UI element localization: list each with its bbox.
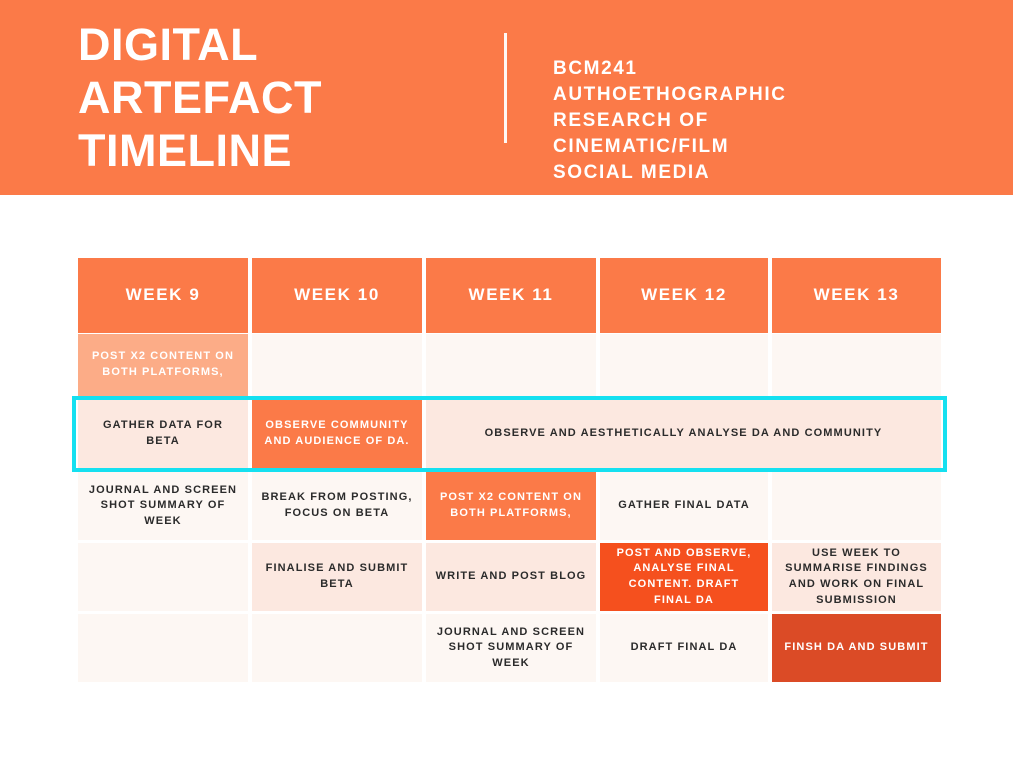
subtitle-line-2: Authoethographic [553, 84, 787, 106]
empty-cell-r5-week-10 [252, 614, 422, 682]
task-cell-draft-final-da[interactable]: DRAFT FINAL DA [600, 614, 768, 682]
column-header-week-12: WEEK 12 [600, 258, 768, 333]
task-cell-write-and-post-blog[interactable]: WRITE AND POST BLOG [426, 543, 596, 611]
empty-cell-r4-week-9 [78, 543, 248, 611]
empty-cell-r1-week-12 [600, 334, 768, 396]
page-title: Digital Artefact Timeline [78, 18, 478, 177]
empty-cell-r5-week-9 [78, 614, 248, 682]
empty-cell-r1-week-10 [252, 334, 422, 396]
task-cell-post-and-observe[interactable]: POST AND OBSERVE, ANALYSE FINAL CONTENT.… [600, 543, 768, 611]
empty-cell-r1-week-13 [772, 334, 941, 396]
task-cell-post-x2-week-11[interactable]: POST X2 CONTENT ON BOTH PLATFORMS, [426, 472, 596, 540]
task-cell-post-x2-week-9[interactable]: POST X2 CONTENT ON BOTH PLATFORMS, [78, 334, 248, 396]
task-cell-gather-final-data[interactable]: GATHER FINAL DATA [600, 472, 768, 540]
empty-cell-r3-week-13 [772, 472, 941, 540]
title-line-1: Digital [78, 19, 259, 70]
subtitle-line-5: Social Media [553, 162, 711, 184]
subtitle-line-1: BCM241 [553, 58, 638, 79]
task-cell-gather-data-for-beta[interactable]: GATHER DATA FOR BETA [78, 399, 248, 469]
title-line-3: Timeline [78, 125, 292, 177]
task-cell-observe-and-analyse[interactable]: OBSERVE AND AESTHETICALLY ANALYSE DA AND… [426, 399, 941, 469]
task-cell-use-week-to-summarise[interactable]: USE WEEK TO SUMMARISE FINDINGS AND WORK … [772, 543, 941, 611]
banner-content: Digital Artefact Timeline BCM241 Authoet… [78, 18, 787, 186]
column-header-week-13: WEEK 13 [772, 258, 941, 333]
subtitle-line-3: Research of [553, 110, 709, 132]
timeline-grid: WEEK 9 WEEK 10 WEEK 11 WEEK 12 WEEK 13 P… [72, 258, 947, 694]
vertical-divider [504, 33, 507, 143]
title-line-2: Artefact [78, 72, 322, 124]
task-cell-finalise-and-submit-beta[interactable]: FINALISE AND SUBMIT BETA [252, 543, 422, 611]
task-cell-journal-screenshot-week-11[interactable]: JOURNAL AND SCREEN SHOT SUMMARY OF WEEK [426, 614, 596, 682]
subtitle-line-4: Cinematic/Film [553, 136, 730, 158]
empty-cell-r1-week-11 [426, 334, 596, 396]
task-cell-journal-screenshot-week-9[interactable]: JOURNAL AND SCREEN SHOT SUMMARY OF WEEK [78, 472, 248, 540]
task-cell-finish-da-and-submit[interactable]: FINSH DA AND SUBMIT [772, 614, 941, 682]
task-cell-observe-community[interactable]: OBSERVE COMMUNITY AND AUDIENCE OF DA. [252, 399, 422, 469]
column-header-week-11: WEEK 11 [426, 258, 596, 333]
banner-subtitle: BCM241 Authoethographic Research of Cine… [553, 56, 787, 186]
page-banner: Digital Artefact Timeline BCM241 Authoet… [0, 0, 1013, 195]
task-cell-break-from-posting[interactable]: BREAK FROM POSTING, FOCUS ON BETA [252, 472, 422, 540]
column-header-week-10: WEEK 10 [252, 258, 422, 333]
column-header-week-9: WEEK 9 [78, 258, 248, 333]
